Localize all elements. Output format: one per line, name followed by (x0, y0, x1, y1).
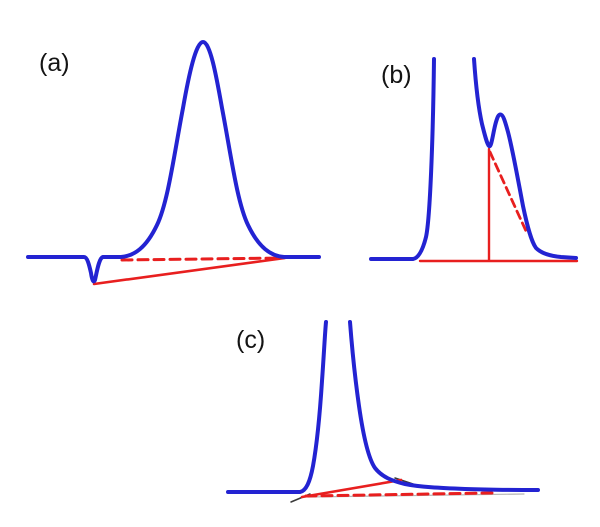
panel-a-label: (a) (39, 49, 70, 77)
panel-c-dashed-baseline (304, 491, 494, 498)
panel-b (369, 57, 579, 263)
panel-a-dashed-baseline (120, 256, 285, 262)
panel-b-skim-dashed-line (488, 150, 528, 233)
panel-c-sloped-baseline (300, 478, 403, 499)
panel-a-trace (26, 40, 321, 284)
panel-c-trace-peak-right-tailing (348, 320, 540, 492)
panel-a (26, 40, 321, 286)
panel-c-label: (c) (236, 326, 266, 354)
panel-b-label: (b) (381, 61, 412, 89)
panel-b-trace-main-peak-left (369, 57, 436, 261)
panel-a-sloped-baseline (92, 256, 287, 286)
panel-c (226, 320, 540, 503)
panel-c-trace-peak-left (226, 320, 328, 494)
panel-b-trace-main-peak-right-and-rider (472, 57, 578, 260)
